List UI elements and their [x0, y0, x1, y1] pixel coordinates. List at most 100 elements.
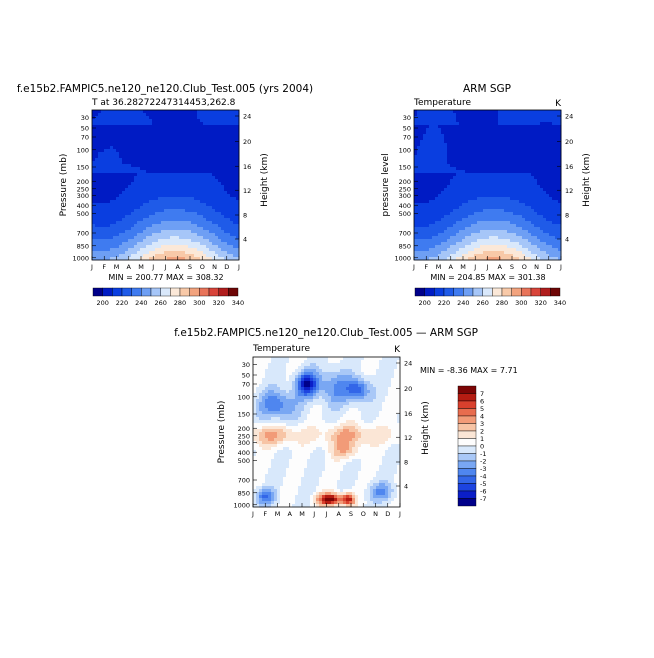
heat-cell	[218, 137, 221, 140]
heat-cell	[194, 125, 197, 128]
heat-cell	[218, 242, 221, 245]
heat-cell	[185, 218, 188, 221]
heat-cell	[501, 254, 504, 257]
heat-cell	[441, 110, 444, 113]
heat-cell	[179, 131, 182, 134]
heat-cell	[495, 242, 498, 245]
heat-cell	[215, 218, 218, 221]
heat-cell	[197, 248, 200, 251]
heat-cell	[197, 137, 200, 140]
heat-cell	[438, 242, 441, 245]
heat-cell	[492, 146, 495, 149]
heat-cell	[152, 224, 155, 227]
heat-cell	[191, 122, 194, 125]
y-tick-label: 400	[77, 202, 89, 210]
heat-cell	[516, 113, 519, 116]
heat-cell	[537, 134, 540, 137]
heat-cell	[507, 248, 510, 251]
heat-cell	[531, 143, 534, 146]
colorbar-label: 320	[212, 299, 224, 307]
heat-cell	[501, 251, 504, 254]
heat-cell	[107, 218, 110, 221]
heat-cell	[522, 146, 525, 149]
heat-cell	[104, 245, 107, 248]
heat-cell	[501, 134, 504, 137]
heat-cell	[212, 155, 215, 158]
heat-cell	[519, 248, 522, 251]
heat-cell	[113, 179, 116, 182]
heat-cell	[486, 173, 489, 176]
heat-cell	[495, 110, 498, 113]
heat-cell	[188, 218, 191, 221]
heat-cell	[504, 134, 507, 137]
heat-cell	[528, 239, 531, 242]
heat-cell	[173, 128, 176, 131]
heat-cell	[167, 152, 170, 155]
heat-cell	[101, 230, 104, 233]
heat-cell	[444, 200, 447, 203]
heat-cell	[221, 218, 224, 221]
heat-cell	[459, 110, 462, 113]
heat-cell	[101, 203, 104, 206]
heat-cell	[423, 113, 426, 116]
heat-cell	[176, 233, 179, 236]
panel-model-subtitle-left: T at 36.28272247314453,262.8	[91, 98, 236, 108]
heat-cell	[182, 152, 185, 155]
heat-cell	[513, 194, 516, 197]
heat-cell	[227, 116, 230, 119]
heat-cell	[555, 191, 558, 194]
heat-cell	[456, 245, 459, 248]
heat-cell	[480, 212, 483, 215]
heat-cell	[549, 152, 552, 155]
heat-cell	[456, 200, 459, 203]
heat-cell	[215, 110, 218, 113]
heat-cell	[203, 203, 206, 206]
heat-cell	[549, 248, 552, 251]
heat-cell	[546, 185, 549, 188]
heat-cell	[516, 188, 519, 191]
heat-cell	[233, 254, 236, 257]
heat-cell	[483, 206, 486, 209]
heat-cell	[227, 173, 230, 176]
heat-cell	[176, 215, 179, 218]
heat-cell	[447, 173, 450, 176]
heat-cell	[146, 161, 149, 164]
heat-cell	[519, 194, 522, 197]
heat-cell	[450, 143, 453, 146]
heat-cell	[215, 176, 218, 179]
heat-cell	[149, 185, 152, 188]
heat-cell	[507, 155, 510, 158]
heat-cell	[474, 218, 477, 221]
heat-cell	[516, 200, 519, 203]
heat-cell	[107, 233, 110, 236]
heat-cell	[152, 170, 155, 173]
heat-cell	[522, 119, 525, 122]
heat-cell	[489, 152, 492, 155]
heat-cell	[441, 236, 444, 239]
heat-cell	[122, 173, 125, 176]
heat-cell	[510, 239, 513, 242]
heat-cell	[206, 227, 209, 230]
heat-cell	[516, 137, 519, 140]
heat-cell	[119, 125, 122, 128]
heat-cell	[501, 137, 504, 140]
heat-cell	[462, 113, 465, 116]
heat-cell	[92, 206, 95, 209]
heat-cell	[227, 239, 230, 242]
heat-cell	[149, 254, 152, 257]
heat-cell	[513, 191, 516, 194]
heat-cell	[101, 215, 104, 218]
heat-cell	[447, 224, 450, 227]
heat-cell	[423, 236, 426, 239]
heat-cell	[483, 239, 486, 242]
heat-cell	[224, 119, 227, 122]
heat-cell	[137, 149, 140, 152]
heat-cell	[230, 122, 233, 125]
heat-cell	[149, 143, 152, 146]
heat-cell	[474, 200, 477, 203]
heat-cell	[474, 188, 477, 191]
heat-cell	[555, 224, 558, 227]
heat-cell	[510, 119, 513, 122]
heat-cell	[471, 206, 474, 209]
heat-cell	[537, 185, 540, 188]
